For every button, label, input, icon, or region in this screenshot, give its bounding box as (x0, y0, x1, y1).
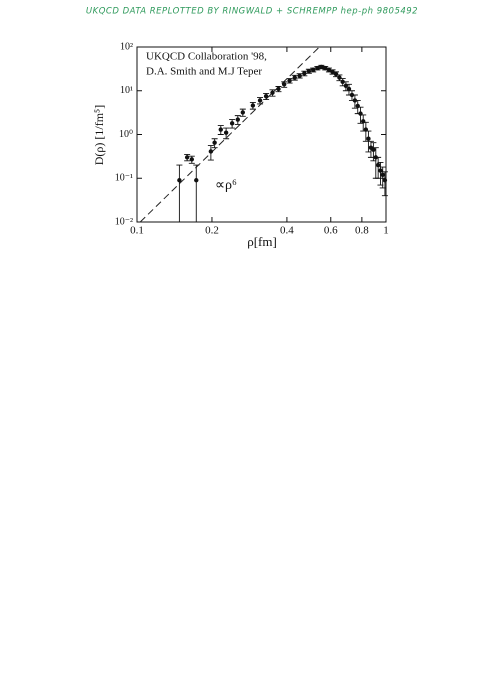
data-point (223, 130, 229, 135)
data-point (337, 75, 342, 80)
x-tick-label: 0.2 (205, 225, 219, 237)
data-point (276, 86, 281, 92)
annotation: D.A. Smith and M.J Teper (146, 66, 262, 78)
y-tick-label: 10⁰ (119, 129, 133, 140)
data-point (287, 78, 292, 83)
data-point (212, 140, 217, 145)
y-tick-label: 10⁻¹ (115, 173, 133, 184)
error-bar (362, 121, 369, 142)
x-tick-label: 1 (383, 225, 389, 237)
data-point (257, 98, 263, 103)
data-point (177, 178, 182, 183)
data-point (240, 110, 245, 115)
data-point (333, 71, 339, 77)
data-point (326, 67, 332, 73)
line-label: ∝ρ⁶ (215, 178, 237, 193)
data-point (378, 168, 383, 173)
data-point (281, 82, 287, 87)
data-point (319, 64, 324, 70)
error-bar (176, 164, 183, 222)
data-point (371, 147, 376, 152)
data-point (218, 127, 223, 132)
data-point (184, 155, 190, 160)
data-point (208, 149, 214, 154)
data-point (380, 172, 385, 177)
data-point (292, 75, 297, 80)
data-point (382, 178, 388, 183)
y-tick-label: 10¹ (120, 85, 133, 96)
data-point (194, 178, 199, 183)
error-bar (193, 164, 200, 222)
data-point (310, 67, 316, 73)
data-point (375, 162, 381, 168)
data-point (306, 68, 312, 74)
reference-line (139, 46, 320, 223)
x-tick-label: 0.4 (280, 225, 294, 237)
data-point (323, 65, 328, 71)
y-tick-label: 10⁻² (115, 216, 133, 227)
data-point (189, 157, 195, 162)
data-point (235, 117, 241, 122)
data-point (315, 65, 320, 71)
error-bar (381, 171, 388, 197)
data-point (250, 103, 256, 108)
data-point (270, 90, 275, 95)
x-tick-label: 0.6 (324, 225, 338, 237)
handwritten-note: UKQCD DATA REPLOTTED BY RINGWALD + SCHRE… (86, 7, 418, 17)
x-axis-label: ρ[fm] (247, 234, 277, 249)
data-point (330, 69, 335, 75)
y-axis-label: D(ρ) [1/fm⁵] (92, 105, 106, 166)
data-point (346, 86, 352, 92)
data-point (263, 94, 269, 99)
data-point (229, 121, 235, 126)
data-point (302, 71, 307, 76)
y-tick-label: 10² (120, 41, 133, 52)
x-tick-label: 0.8 (355, 225, 369, 237)
data-point (340, 79, 345, 85)
data-point (361, 119, 366, 124)
x-tick-label: 0.1 (130, 225, 144, 237)
annotation: UKQCD Collaboration '98, (146, 51, 267, 63)
data-point (297, 73, 302, 78)
data-point (366, 136, 371, 141)
